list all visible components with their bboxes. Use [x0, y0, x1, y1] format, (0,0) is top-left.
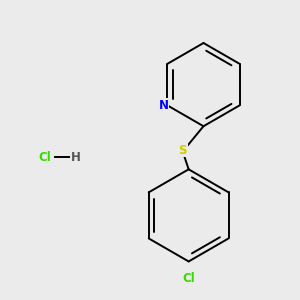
Text: Cl: Cl — [38, 151, 51, 164]
Text: H: H — [71, 151, 81, 164]
Text: S: S — [178, 143, 187, 157]
Text: Cl: Cl — [182, 272, 195, 285]
Text: N: N — [159, 99, 169, 112]
